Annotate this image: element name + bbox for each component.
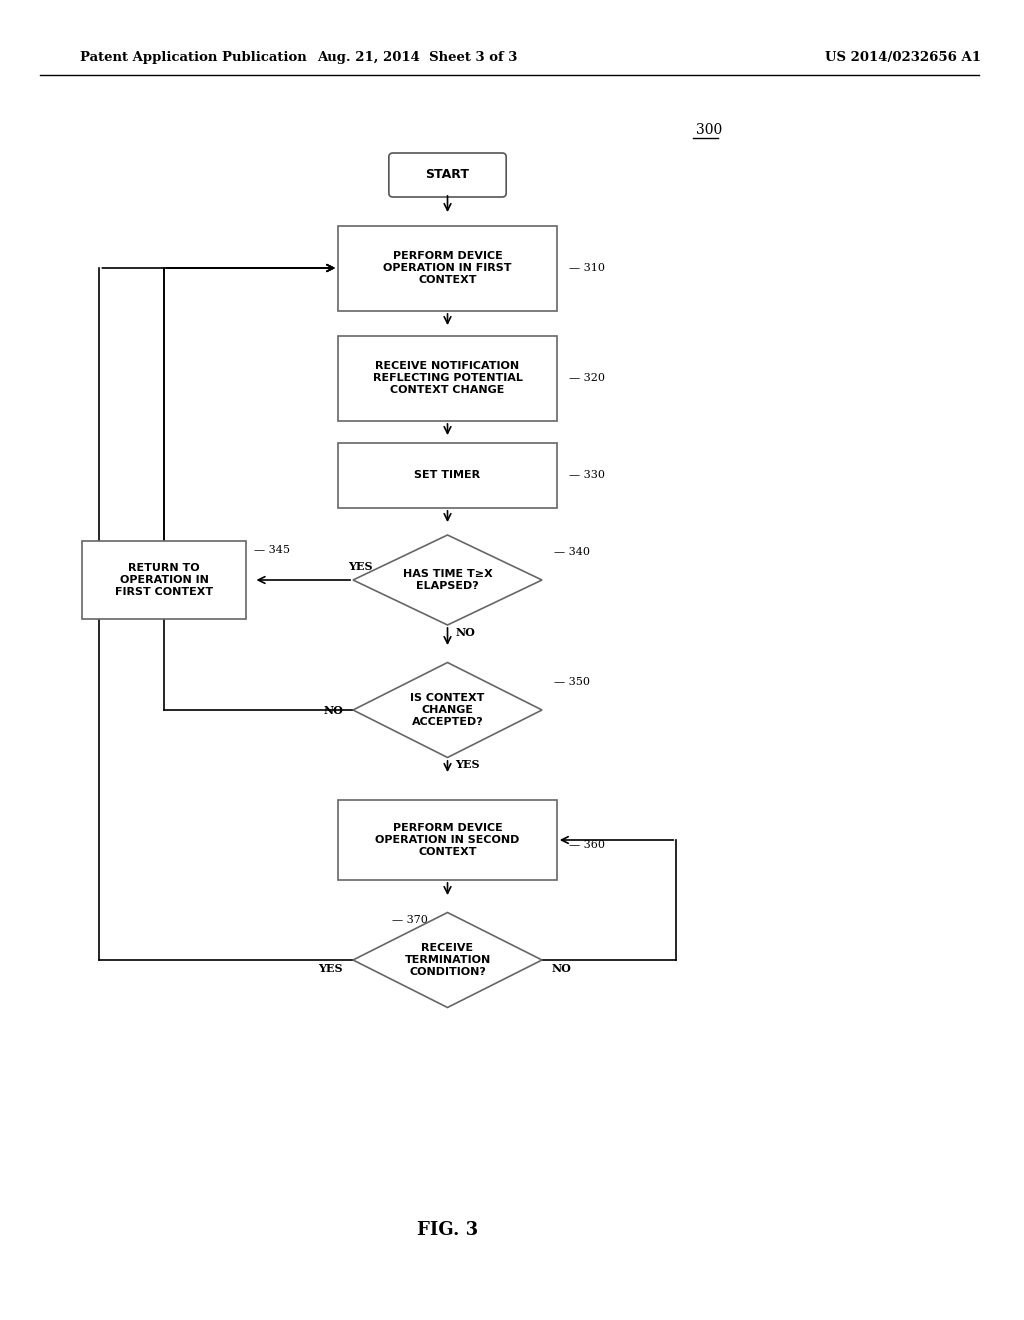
Text: RETURN TO
OPERATION IN
FIRST CONTEXT: RETURN TO OPERATION IN FIRST CONTEXT [115, 564, 213, 597]
Polygon shape [353, 663, 542, 758]
Text: — 350: — 350 [554, 677, 590, 686]
Bar [338, 226, 557, 310]
Text: PERFORM DEVICE
OPERATION IN FIRST
CONTEXT: PERFORM DEVICE OPERATION IN FIRST CONTEX… [383, 251, 512, 285]
Text: — 330: — 330 [569, 470, 605, 480]
Text: RECEIVE
TERMINATION
CONDITION?: RECEIVE TERMINATION CONDITION? [404, 944, 490, 977]
Polygon shape [353, 535, 542, 624]
Text: — 320: — 320 [569, 374, 605, 383]
Text: PERFORM DEVICE
OPERATION IN SECOND
CONTEXT: PERFORM DEVICE OPERATION IN SECOND CONTE… [376, 824, 520, 857]
Text: FIG. 3: FIG. 3 [417, 1221, 478, 1239]
Bar [82, 541, 246, 619]
Text: NO: NO [324, 705, 343, 715]
Text: — 310: — 310 [569, 263, 605, 273]
Text: NO: NO [456, 627, 475, 638]
Polygon shape [353, 912, 542, 1007]
Text: IS CONTEXT
CHANGE
ACCEPTED?: IS CONTEXT CHANGE ACCEPTED? [411, 693, 484, 726]
Text: RECEIVE NOTIFICATION
REFLECTING POTENTIAL
CONTEXT CHANGE: RECEIVE NOTIFICATION REFLECTING POTENTIA… [373, 362, 522, 395]
Text: — 360: — 360 [569, 840, 605, 850]
Text: SET TIMER: SET TIMER [415, 470, 480, 480]
FancyBboxPatch shape [389, 153, 506, 197]
Text: YES: YES [456, 759, 480, 771]
Bar [338, 442, 557, 507]
Text: HAS TIME T≥X
ELAPSED?: HAS TIME T≥X ELAPSED? [402, 569, 493, 591]
Text: Patent Application Publication: Patent Application Publication [80, 51, 306, 65]
Text: 300: 300 [696, 123, 722, 137]
Text: NO: NO [552, 962, 571, 974]
Text: Aug. 21, 2014  Sheet 3 of 3: Aug. 21, 2014 Sheet 3 of 3 [317, 51, 518, 65]
Text: — 345: — 345 [254, 545, 290, 554]
Text: — 370: — 370 [392, 915, 428, 925]
Bar [338, 335, 557, 421]
Text: YES: YES [348, 561, 373, 572]
Text: YES: YES [318, 962, 343, 974]
Text: — 340: — 340 [554, 546, 590, 557]
Text: START: START [426, 169, 470, 181]
Bar [338, 800, 557, 880]
Text: US 2014/0232656 A1: US 2014/0232656 A1 [825, 51, 981, 65]
